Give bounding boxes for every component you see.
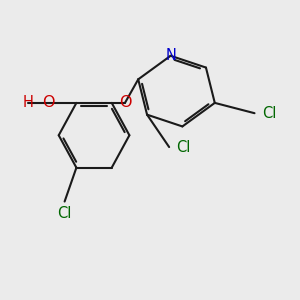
Text: Cl: Cl xyxy=(176,140,191,154)
Text: H: H xyxy=(22,95,33,110)
Text: N: N xyxy=(165,48,176,63)
Text: Cl: Cl xyxy=(57,206,72,221)
Text: Cl: Cl xyxy=(262,106,276,121)
Text: O: O xyxy=(119,95,131,110)
Text: O: O xyxy=(42,95,55,110)
